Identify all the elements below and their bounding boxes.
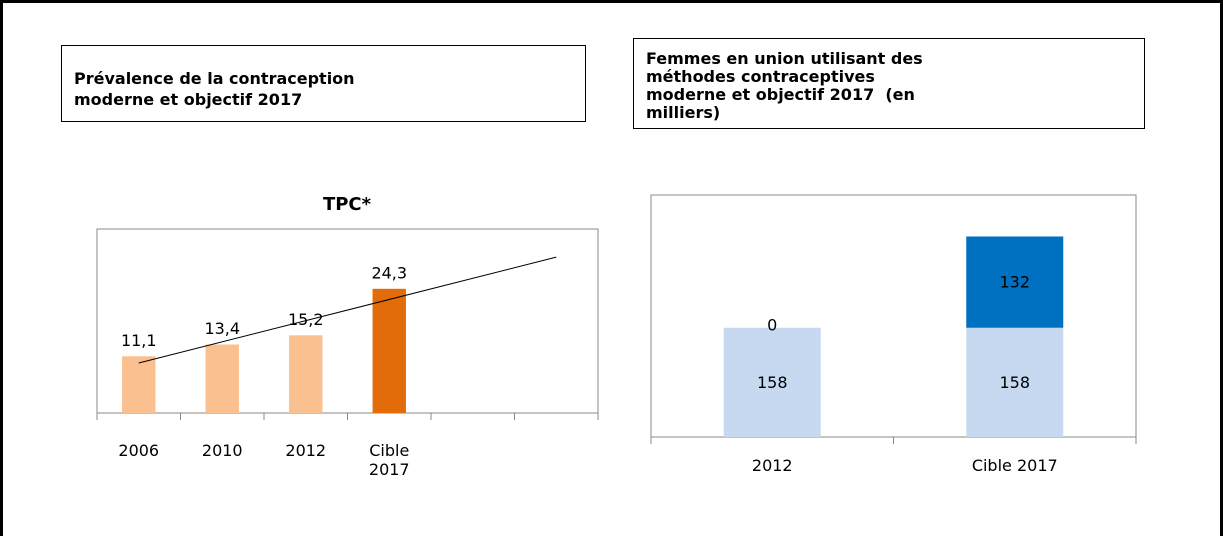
heading-line: Femmes en union utilisant des — [646, 49, 923, 68]
data-label: 11,1 — [121, 331, 157, 350]
heading-box: Femmes en union utilisant des méthodes co… — [633, 38, 1145, 129]
bar — [372, 288, 406, 413]
data-label: 158 — [757, 373, 788, 392]
bar-segment — [723, 327, 821, 437]
data-label: 0 — [767, 315, 777, 334]
data-label: 13,4 — [204, 319, 240, 338]
x-tick-label: 2006 — [118, 441, 160, 460]
chart-title: TPC* — [323, 194, 372, 215]
heading-line: moderne et objectif 2017 — [74, 90, 303, 109]
bar — [122, 356, 156, 413]
data-label: 24,3 — [371, 263, 407, 282]
data-label: 15,2 — [288, 310, 324, 329]
data-label: 132 — [999, 273, 1030, 292]
x-tick-label: Cible 2017 — [971, 456, 1058, 475]
plot-frame — [96, 228, 599, 414]
bar-segment — [966, 236, 1064, 328]
heading-line: méthodes contraceptives — [646, 67, 875, 86]
x-tick-label: 2012 — [285, 441, 327, 460]
x-tick-label: 2012 — [751, 456, 793, 475]
heading-line: moderne et objectif 2017 (en — [646, 85, 915, 104]
heading-box: Prévalence de la contraception moderne et… — [61, 45, 586, 122]
heading-line: Prévalence de la contraception — [74, 69, 355, 88]
bar — [289, 335, 323, 413]
x-tick-label: Cible 2017 — [368, 441, 410, 479]
trendline — [138, 256, 557, 364]
x-tick-label: 2010 — [201, 441, 243, 460]
bar-segment — [966, 327, 1064, 437]
heading-line: milliers) — [646, 103, 721, 122]
data-label: 158 — [999, 373, 1030, 392]
bar — [205, 344, 239, 413]
